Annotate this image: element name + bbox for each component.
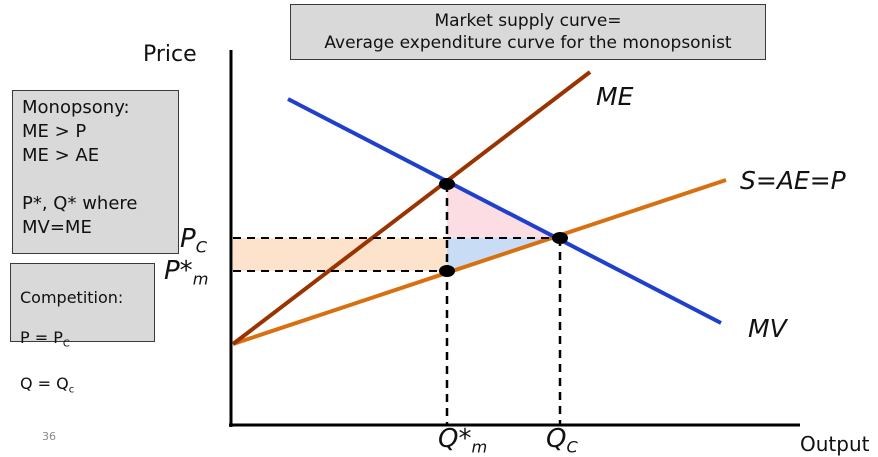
mv-curve-label: MV <box>748 314 787 343</box>
supply-curve <box>232 178 727 346</box>
competition-price-line: P = PC <box>20 328 70 350</box>
pc-tick-label: PC <box>180 224 207 257</box>
pm-tick-label: P*m <box>164 256 209 289</box>
qm-tick-label: Q*m <box>438 424 488 457</box>
me-curve-label: ME <box>596 82 634 111</box>
competition-box: Competition: P = PC Q = Qc <box>10 263 155 396</box>
qc-tick-label: QC <box>546 424 578 457</box>
title-box: Market supply curve= Average expenditure… <box>290 4 766 60</box>
competition-quantity-line: Q = Qc <box>20 374 75 396</box>
competition-heading: Competition: <box>20 288 124 307</box>
me-curve <box>231 70 592 346</box>
me-mv-intersection-point <box>439 178 455 190</box>
monopsony-price-point <box>439 265 455 277</box>
slide-number: 36 <box>42 430 56 443</box>
competitive-equilibrium-point <box>552 232 568 244</box>
supply-curve-label: S=AE=P <box>740 166 846 195</box>
x-axis-label: Output <box>800 432 870 456</box>
mv-curve <box>287 97 722 325</box>
surplus-transfer-area <box>233 238 447 271</box>
y-axis-label: Price <box>143 42 197 67</box>
monopsony-box: Monopsony: ME > P ME > AE P*, Q* where M… <box>12 90 179 254</box>
